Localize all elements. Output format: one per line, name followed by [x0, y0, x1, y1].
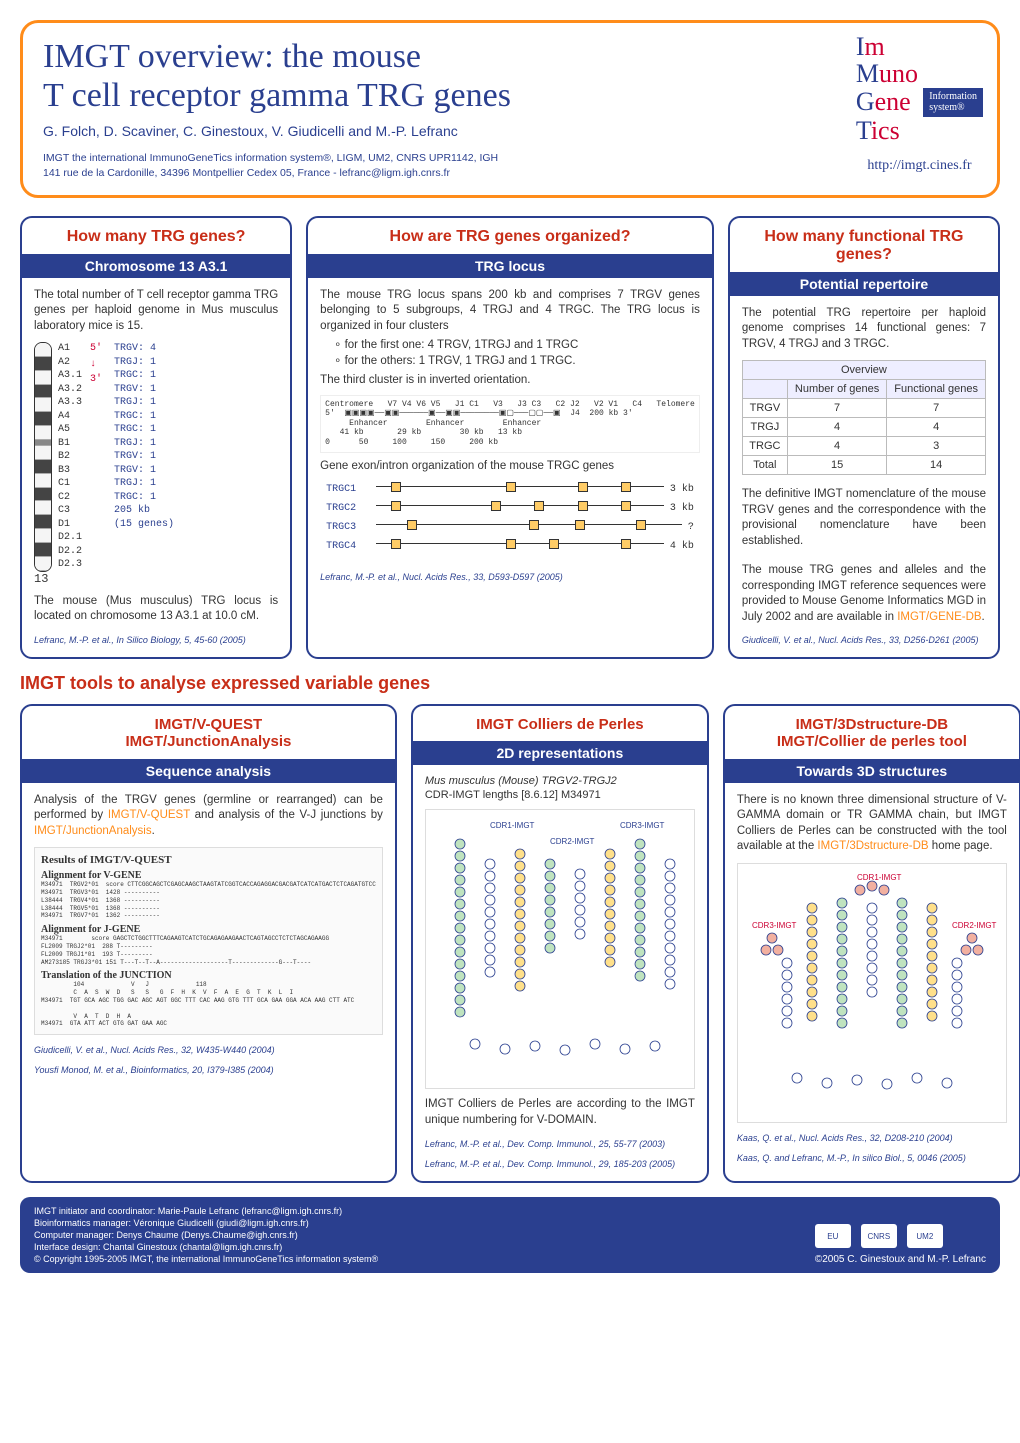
vquest-results: Results of IMGT/V-QUEST Alignment for V-…: [34, 847, 383, 1035]
chromosome-bar: [34, 342, 52, 572]
q-3d: IMGT/3Dstructure-DB IMGT/Collier de perl…: [737, 716, 1007, 751]
svg-text:CDR2-IMGT: CDR2-IMGT: [952, 921, 997, 930]
h-repertoire: Potential repertoire: [730, 272, 998, 296]
panel-how-many: How many TRG genes? Chromosome 13 A3.1 T…: [20, 216, 292, 660]
svg-text:CDR3-IMGT: CDR3-IMGT: [752, 921, 797, 930]
svg-text:CDR2-IMGT: CDR2-IMGT: [550, 837, 595, 846]
panel-vquest: IMGT/V-QUEST IMGT/JunctionAnalysis Seque…: [20, 704, 397, 1182]
h-sequence: Sequence analysis: [22, 759, 395, 783]
citation-left-top: Lefranc, M.-P. et al., In Silico Biology…: [34, 635, 278, 645]
h-trg-locus: TRG locus: [308, 254, 712, 278]
li-cluster1: for the first one: 4 TRGV, 1TRGJ and 1 T…: [334, 338, 700, 354]
citation-right-top: Giudicelli, V. et al., Nucl. Acids Res.,…: [742, 635, 986, 645]
chromosome-note: The mouse (Mus musculus) TRG locus is lo…: [34, 594, 278, 625]
gene-counts: TRGV: 4 TRGJ: 1 TRGC: 1 TRGV: 1 TRGJ: 1 …: [114, 342, 174, 572]
institution: IMGT the international ImmunoGeneTics in…: [43, 151, 977, 180]
h-2d: 2D representations: [413, 741, 707, 765]
bottom-row: IMGT/V-QUEST IMGT/JunctionAnalysis Seque…: [20, 704, 1000, 1182]
perles-caption1: Mus musculus (Mouse) TRGV2-TRGJ2: [425, 775, 695, 787]
inst-line1: IMGT the international ImmunoGeneTics in…: [43, 152, 498, 164]
chromosome-number: 13: [34, 572, 48, 586]
gene-db-link[interactable]: IMGT/GENE-DB: [897, 611, 981, 623]
cnrs-logo-icon: CNRS: [861, 1224, 897, 1248]
three-prime: 3': [90, 373, 102, 387]
locus-map-figure: Centromere V7 V4 V6 V5 J1 C1 V3 J3 C3 C2…: [320, 395, 700, 453]
q-how-many: How many TRG genes?: [34, 228, 278, 246]
table-caption: Overview: [742, 361, 985, 380]
inst-line2: 141 rue de la Cardonille, 34396 Montpell…: [43, 167, 450, 179]
imgt-url[interactable]: http://imgt.cines.fr: [856, 158, 983, 174]
citation-3d1: Kaas, Q. et al., Nucl. Acids Res., 32, D…: [737, 1133, 1007, 1143]
panel-functional: How many functional TRG genes? Potential…: [728, 216, 1000, 660]
title-line1: IMGT overview: the mouse: [43, 38, 421, 75]
citation-3d2: Kaas, Q. and Lefranc, M.-P., In silico B…: [737, 1153, 1007, 1163]
citation-mid-top: Lefranc, M.-P. et al., Nucl. Acids Res.,…: [320, 572, 700, 582]
footer: IMGT initiator and coordinator: Marie-Pa…: [20, 1197, 1000, 1274]
perles-note: IMGT Colliers de Perles are according to…: [425, 1097, 695, 1128]
trgc-figure: TRGC13 kb TRGC23 kb TRGC3? TRGC44 kb: [320, 474, 700, 562]
perles-3d-figure: CDR1-IMGT CDR3-IMGT CDR2-IMGT: [737, 863, 1007, 1123]
align-j-heading: Alignment for J-GENE: [41, 924, 376, 935]
authors: G. Folch, D. Scaviner, C. Ginestoux, V. …: [43, 123, 977, 139]
citation-vquest2: Yousfi Monod, M. et al., Bioinformatics,…: [34, 1065, 383, 1075]
functional-p2: The definitive IMGT nomenclature of the …: [742, 487, 986, 549]
translation-heading: Translation of the JUNCTION: [41, 970, 376, 981]
vquest-link[interactable]: IMGT/V-QUEST: [108, 809, 190, 821]
perles3d-svg-icon: CDR1-IMGT CDR3-IMGT CDR2-IMGT: [742, 868, 1002, 1118]
junction-link[interactable]: IMGT/JunctionAnalysis: [34, 825, 152, 837]
chromosome-ideogram: A1 A2 A3.1 A3.2 A3.3 A4 A5 B1 B2 B3 C1 C…: [34, 342, 278, 572]
five-prime: 5': [90, 342, 102, 356]
functional-p1: The potential TRG repertoire per haploid…: [742, 306, 986, 353]
footer-credits: IMGT initiator and coordinator: Marie-Pa…: [34, 1205, 378, 1266]
intro-how-many: The total number of T cell receptor gamm…: [34, 288, 278, 335]
panel-3d: IMGT/3Dstructure-DB IMGT/Collier de perl…: [723, 704, 1020, 1182]
perles-svg-icon: CDR1-IMGT CDR2-IMGT CDR3-IMGT: [430, 814, 690, 1084]
v-alignment: M34971 TRGV2*01 score CTTCGGCAGCTCGAGCAA…: [41, 881, 376, 920]
exon-intron-caption: Gene exon/intron organization of the mou…: [320, 459, 700, 475]
footer-logos: EU CNRS UM2: [815, 1224, 986, 1248]
q-functional: How many functional TRG genes?: [742, 228, 986, 264]
li-clusterN: for the others: 1 TRGV, 1 TRGJ and 1 TRG…: [334, 354, 700, 370]
svg-text:CDR1-IMGT: CDR1-IMGT: [490, 821, 535, 830]
imgt-logo: Im Muno Gene Information system® Tics ht…: [856, 33, 983, 174]
q-vquest: IMGT/V-QUEST IMGT/JunctionAnalysis: [34, 716, 383, 751]
results-title: Results of IMGT/V-QUEST: [41, 854, 376, 866]
tools-heading: IMGT tools to analyse expressed variable…: [20, 673, 1000, 694]
top-row: How many TRG genes? Chromosome 13 A3.1 T…: [20, 216, 1000, 660]
footer-copyright: ©2005 C. Ginestoux and M.-P. Lefranc: [815, 1254, 986, 1265]
title-line2: T cell receptor gamma TRG genes: [43, 77, 511, 114]
eu-logo-icon: EU: [815, 1224, 851, 1248]
align-v-heading: Alignment for V-GENE: [41, 870, 376, 881]
3d-body: There is no known three dimensional stru…: [737, 793, 1007, 855]
panel-perles: IMGT Colliers de Perles 2D representatio…: [411, 704, 709, 1182]
logo-subtitle: Information system®: [923, 88, 983, 117]
poster-title: IMGT overview: the mouse T cell receptor…: [43, 37, 977, 115]
logo-text: Im Muno Gene Information system® Tics: [856, 33, 983, 144]
citation-vquest1: Giudicelli, V. et al., Nucl. Acids Res.,…: [34, 1045, 383, 1055]
overview-table: Overview Number of genes Functional gene…: [742, 360, 986, 475]
organized-body: The mouse TRG locus spans 200 kb and com…: [320, 288, 700, 389]
header: IMGT overview: the mouse T cell receptor…: [20, 20, 1000, 198]
svg-text:CDR3-IMGT: CDR3-IMGT: [620, 821, 665, 830]
vquest-body: Analysis of the TRGV genes (germline or …: [34, 793, 383, 840]
h-chromosome: Chromosome 13 A3.1: [22, 254, 290, 278]
panel-organized: How are TRG genes organized? TRG locus T…: [306, 216, 714, 660]
3dstructure-link[interactable]: IMGT/3Dstructure-DB: [817, 840, 928, 852]
perles-caption2: CDR-IMGT lengths [8.6.12] M34971: [425, 789, 695, 801]
um2-logo-icon: UM2: [907, 1224, 943, 1248]
j-alignment: M34971 score GAGCTCTGGCTTTCAGAAGTCATCTGC…: [41, 935, 376, 966]
citation-perles1: Lefranc, M.-P. et al., Dev. Comp. Immuno…: [425, 1139, 695, 1149]
junction-translation: 104 V J 118 C A S W D S S G F H K V F A …: [41, 981, 376, 1028]
functional-p3: The mouse TRG genes and alleles and the …: [742, 563, 986, 625]
q-organized: How are TRG genes organized?: [320, 228, 700, 246]
footer-right: EU CNRS UM2 ©2005 C. Ginestoux and M.-P.…: [815, 1218, 986, 1265]
perles-2d-figure: CDR1-IMGT CDR2-IMGT CDR3-IMGT: [425, 809, 695, 1089]
arrow-down-icon: ↓: [90, 358, 102, 372]
citation-perles2: Lefranc, M.-P. et al., Dev. Comp. Immuno…: [425, 1159, 695, 1169]
svg-text:CDR1-IMGT: CDR1-IMGT: [857, 873, 902, 882]
q-perles: IMGT Colliers de Perles: [425, 716, 695, 733]
h-3d: Towards 3D structures: [725, 759, 1019, 783]
band-labels: A1 A2 A3.1 A3.2 A3.3 A4 A5 B1 B2 B3 C1 C…: [58, 342, 82, 572]
